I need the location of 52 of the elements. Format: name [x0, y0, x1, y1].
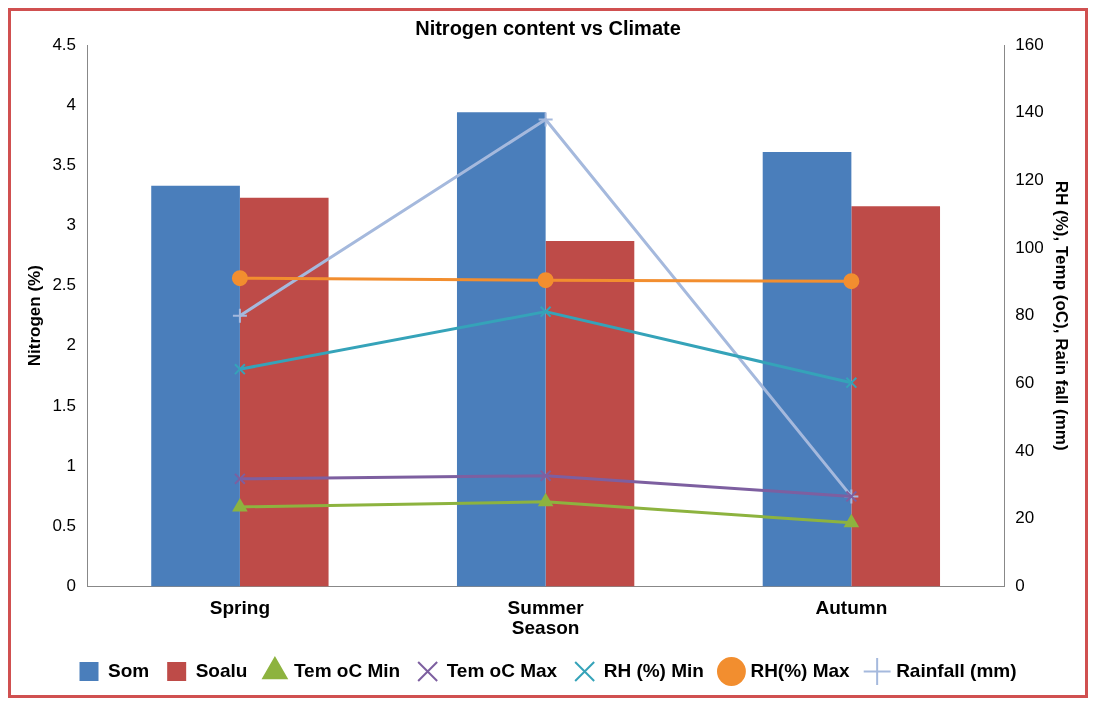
y2-tick-label: 20 — [1015, 508, 1035, 528]
point — [845, 376, 858, 389]
legend-label: Som — [108, 659, 150, 681]
x-axis-title: Season — [511, 616, 580, 638]
point — [231, 270, 248, 287]
y-tick-label: 4 — [66, 94, 77, 114]
legend-label: Rainfall (mm) — [896, 659, 1017, 681]
y2-tick-label: 160 — [1015, 34, 1044, 54]
bar — [545, 241, 635, 587]
point — [538, 493, 553, 507]
bar — [762, 152, 852, 587]
y2-tick-label: 120 — [1015, 170, 1044, 190]
y2-tick-label: 40 — [1015, 440, 1035, 460]
point — [233, 363, 246, 376]
y-axis-title: Nitrogen (%) — [24, 265, 44, 367]
y2-tick-label: 60 — [1015, 373, 1035, 393]
point — [537, 272, 554, 289]
y-tick-label: 0 — [66, 576, 77, 596]
y2-axis-title: RH (%), Temp (oC), Rain fall (mm) — [1052, 180, 1072, 451]
x-tick-label: Summer — [507, 597, 585, 619]
y2-tick-label: 140 — [1015, 102, 1044, 122]
bar — [456, 112, 546, 587]
y-tick-label: 2.5 — [52, 275, 77, 295]
y-tick-label: 1 — [66, 455, 77, 475]
y-tick-label: 3.5 — [52, 155, 77, 174]
point — [539, 305, 552, 318]
y-tick-label: 1.5 — [52, 395, 77, 415]
y2-tick-label: 80 — [1015, 305, 1035, 325]
bar — [151, 185, 240, 587]
point — [843, 273, 860, 290]
bar — [239, 197, 329, 587]
legend-label: Soalu — [195, 659, 248, 681]
y2-tick-label: 100 — [1015, 237, 1044, 257]
point — [232, 498, 247, 512]
legend-label: RH (%) Min — [603, 659, 704, 681]
point — [233, 472, 246, 485]
bar — [851, 206, 941, 587]
point — [539, 469, 552, 482]
legend-label: RH(%) Max — [750, 659, 851, 681]
x-tick-label: Autumn — [815, 597, 888, 619]
x-tick-label: Spring — [209, 597, 270, 619]
chart-title: Nitrogen content vs Climate — [415, 16, 681, 39]
y-tick-label: 0.5 — [52, 515, 77, 535]
legend-label: Tem oC Max — [446, 659, 558, 681]
y2-tick-label: 0 — [1015, 576, 1025, 596]
y-tick-label: 4.5 — [52, 34, 77, 54]
y-tick-label: 3 — [66, 215, 77, 235]
point — [844, 514, 859, 528]
legend-label: Tem oC Min — [293, 659, 401, 681]
point — [537, 111, 554, 128]
y-tick-label: 2 — [66, 335, 77, 355]
point — [231, 307, 248, 324]
